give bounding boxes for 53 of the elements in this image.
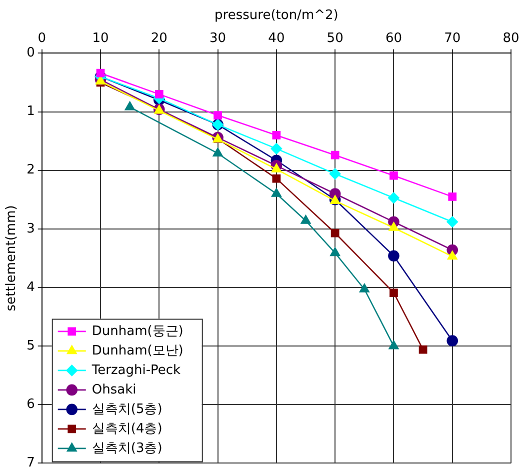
y-tick-label: 4: [26, 280, 35, 295]
point: [390, 171, 398, 180]
point: [388, 192, 400, 204]
legend-label: Dunham(모난): [92, 343, 184, 358]
point: [272, 174, 281, 183]
point: [388, 340, 399, 350]
point: [448, 192, 457, 201]
y-tick-label: 2: [26, 162, 35, 178]
x-tick-label: 70: [444, 30, 461, 46]
y-tick-label: 7: [26, 456, 35, 471]
point: [418, 345, 428, 354]
legend-label: Dunham(둥근): [92, 324, 184, 339]
point: [271, 188, 282, 197]
point: [300, 215, 311, 224]
x-tick-label: 10: [92, 30, 109, 46]
point: [124, 101, 135, 110]
point: [270, 143, 282, 154]
legend-label: 실측치(3층): [92, 440, 162, 456]
point: [388, 250, 400, 262]
point: [388, 222, 399, 231]
legend-label: 실측치(5층): [92, 402, 162, 417]
point: [446, 335, 458, 346]
y-tick-label: 5: [26, 338, 35, 354]
legend-label: Terzaghi-Peck: [90, 362, 182, 378]
y-tick-label: 1: [26, 104, 35, 120]
legend-label: Ohsaki: [92, 382, 136, 398]
point: [390, 288, 398, 297]
y-tick-label: 3: [26, 221, 35, 236]
x-tick-label: 40: [268, 30, 285, 46]
point: [272, 131, 281, 140]
point: [330, 247, 340, 256]
y-tick-label: 6: [26, 397, 35, 412]
point: [359, 284, 370, 292]
point: [214, 111, 222, 120]
x-tick-label: 60: [385, 30, 402, 46]
point: [212, 148, 223, 157]
x-tick-label: 80: [502, 30, 520, 46]
point: [446, 216, 458, 228]
point: [329, 168, 341, 180]
x-tick-label: 20: [150, 30, 168, 46]
point: [330, 150, 340, 160]
y-tick-label: 0: [26, 46, 35, 61]
point: [96, 68, 105, 78]
point: [447, 250, 458, 260]
y-axis-title: settlement(mm): [4, 205, 20, 312]
point: [154, 90, 164, 98]
legend-label: 실측치(4층): [92, 421, 162, 436]
x-tick-label: 50: [326, 30, 344, 46]
point: [330, 228, 340, 238]
x-tick-label: 30: [210, 30, 226, 46]
x-tick-label: 0: [38, 30, 46, 46]
point: [271, 164, 282, 172]
x-axis-title: pressure(ton/m^2): [214, 8, 338, 24]
